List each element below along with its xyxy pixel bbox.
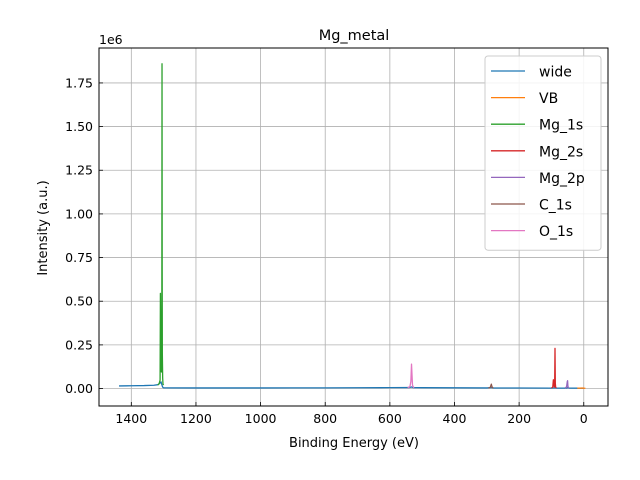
- y-axis-label: Intensity (a.u.): [36, 180, 51, 275]
- legend-label: Mg_1s: [539, 118, 583, 134]
- x-tick-label: 800: [313, 411, 337, 426]
- x-tick-label: 1000: [245, 411, 277, 426]
- x-tick-label: 200: [507, 411, 531, 426]
- legend-box: [484, 55, 602, 251]
- series-line-c-1s: [488, 383, 494, 389]
- legend: wide VB Mg_1s Mg_2s Mg_2p C_1s O_1s: [484, 55, 602, 251]
- y-axis-multiplier: 1e6: [99, 32, 123, 47]
- legend-label: Mg_2s: [539, 144, 583, 160]
- y-tick-label: 0.00: [65, 381, 93, 396]
- y-tick-label: 0.50: [65, 294, 93, 309]
- x-tick-label: 1400: [115, 411, 147, 426]
- y-tick-label: 1.00: [65, 206, 93, 221]
- chart-title: Mg_metal: [319, 28, 390, 44]
- legend-label: wide: [539, 65, 572, 81]
- series-line-o-1s: [407, 363, 415, 389]
- x-tick-label: 1200: [180, 411, 212, 426]
- y-tick-label: 0.25: [65, 337, 93, 352]
- x-axis-label: Binding Energy (eV): [289, 436, 419, 451]
- series-line-wide: [119, 381, 584, 389]
- series-lines: [119, 63, 586, 389]
- y-tick-label: 1.50: [65, 119, 93, 134]
- x-tick-label: 600: [378, 411, 402, 426]
- y-tick-label: 0.75: [65, 250, 93, 265]
- axis-ticks: 1400 1200 1000 800 600 400 200 0 0.00 0.25 0.50 0.7…: [65, 75, 588, 426]
- legend-label: Mg_2p: [539, 171, 585, 187]
- plot-frame: [98, 47, 609, 407]
- y-tick-label: 1.75: [65, 75, 93, 90]
- y-tick-label: 1.25: [65, 163, 93, 178]
- series-line-mg-1s: [157, 63, 165, 386]
- legend-label: VB: [539, 91, 558, 107]
- x-tick-label: 400: [443, 411, 467, 426]
- x-tick-label: 0: [580, 411, 588, 426]
- legend-label: O_1s: [539, 224, 573, 240]
- series-line-mg-2s: [551, 347, 557, 389]
- legend-label: C_1s: [539, 198, 572, 214]
- series-line-mg-2p: [564, 380, 570, 389]
